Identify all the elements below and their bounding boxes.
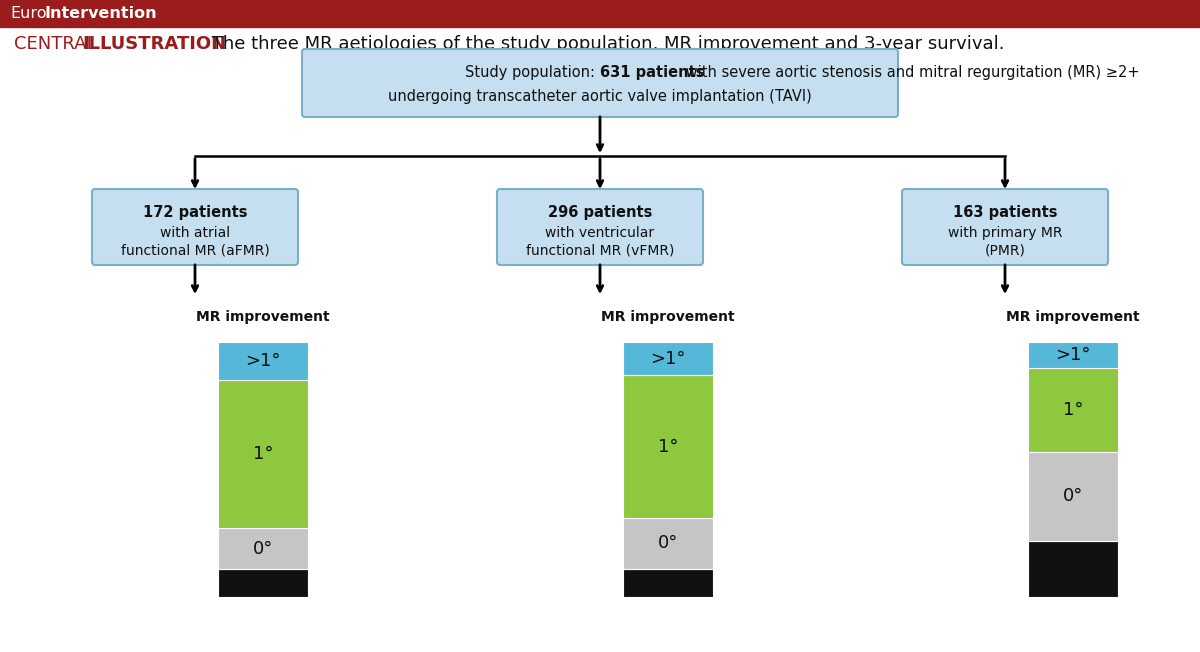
Text: CENTRAL: CENTRAL xyxy=(14,35,102,53)
Text: Intervention: Intervention xyxy=(44,6,157,21)
FancyBboxPatch shape xyxy=(92,189,298,265)
FancyBboxPatch shape xyxy=(302,49,898,117)
Text: 1°: 1° xyxy=(253,445,274,463)
Text: (PMR): (PMR) xyxy=(984,244,1026,258)
Text: with ventricular: with ventricular xyxy=(546,226,654,239)
Text: 296 patients: 296 patients xyxy=(548,205,652,220)
Text: 631 patients: 631 patients xyxy=(600,65,704,80)
Text: with severe aortic stenosis and mitral regurgitation (MR) ≥2+: with severe aortic stenosis and mitral r… xyxy=(682,65,1140,80)
Bar xyxy=(218,380,308,528)
Bar xyxy=(623,342,713,375)
Bar xyxy=(1028,342,1118,368)
Bar xyxy=(623,375,713,518)
FancyBboxPatch shape xyxy=(902,189,1108,265)
Text: Study population:: Study population: xyxy=(466,65,600,80)
FancyBboxPatch shape xyxy=(497,189,703,265)
Bar xyxy=(0,0,1200,27)
Text: 163 patients: 163 patients xyxy=(953,205,1057,220)
Text: >1°: >1° xyxy=(650,349,685,368)
Text: functional MR (aFMR): functional MR (aFMR) xyxy=(121,244,269,258)
Text: undergoing transcatheter aortic valve implantation (TAVI): undergoing transcatheter aortic valve im… xyxy=(388,89,812,104)
Text: MR improvement: MR improvement xyxy=(1006,310,1140,324)
Text: MR improvement: MR improvement xyxy=(196,310,330,324)
Text: 172 patients: 172 patients xyxy=(143,205,247,220)
Text: with primary MR: with primary MR xyxy=(948,226,1062,239)
Text: 0°: 0° xyxy=(1063,487,1084,505)
Text: The three MR aetiologies of the study population, MR improvement and 3-year surv: The three MR aetiologies of the study po… xyxy=(206,35,1004,53)
Bar xyxy=(218,342,308,380)
Text: >1°: >1° xyxy=(245,352,281,370)
Text: functional MR (vFMR): functional MR (vFMR) xyxy=(526,244,674,258)
Text: 0°: 0° xyxy=(253,540,274,557)
Text: >1°: >1° xyxy=(1055,346,1091,364)
Text: 1°: 1° xyxy=(658,437,678,456)
Bar xyxy=(1028,452,1118,541)
Text: Euro: Euro xyxy=(10,6,47,21)
Text: with atrial: with atrial xyxy=(160,226,230,239)
Bar xyxy=(623,569,713,597)
Bar xyxy=(218,528,308,569)
Text: 1°: 1° xyxy=(1063,400,1084,419)
Text: ILLUSTRATION: ILLUSTRATION xyxy=(82,35,226,53)
Bar xyxy=(1028,541,1118,597)
Bar xyxy=(623,518,713,569)
Text: 0°: 0° xyxy=(658,535,678,552)
Bar xyxy=(1028,368,1118,452)
Text: MR improvement: MR improvement xyxy=(601,310,734,324)
Bar xyxy=(218,569,308,597)
